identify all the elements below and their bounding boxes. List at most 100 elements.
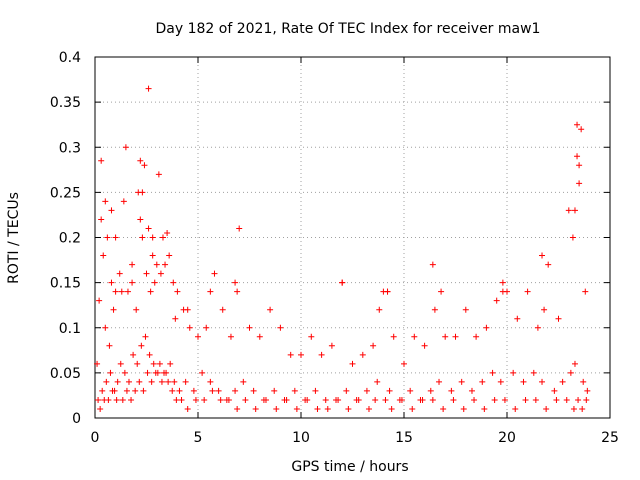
y-tick-label: 0.4 — [59, 50, 81, 66]
data-point — [530, 369, 537, 376]
data-point — [169, 387, 176, 394]
data-point — [108, 207, 115, 214]
data-point — [304, 396, 311, 403]
data-point — [158, 378, 165, 385]
data-point — [125, 378, 132, 385]
data-point — [370, 342, 377, 349]
data-point — [99, 387, 106, 394]
data-point — [98, 157, 105, 164]
data-point — [407, 387, 414, 394]
x-tick-label: 5 — [194, 430, 203, 446]
data-point — [436, 378, 443, 385]
data-point — [512, 405, 519, 412]
data-point — [132, 387, 139, 394]
data-point — [195, 333, 201, 340]
data-point — [121, 369, 128, 376]
axis-ticks — [94, 56, 611, 419]
chart-title: Day 182 of 2021, Rate Of TEC Index for r… — [156, 21, 541, 37]
data-point — [123, 387, 130, 394]
data-point — [145, 225, 152, 232]
x-tick-label: 0 — [91, 430, 100, 446]
data-point — [192, 396, 199, 403]
data-point — [133, 306, 140, 313]
data-point — [452, 333, 459, 340]
data-point — [108, 279, 115, 286]
data-point — [431, 306, 438, 313]
data-point — [102, 198, 109, 205]
data-point — [104, 234, 111, 241]
data-point — [539, 378, 546, 385]
data-point — [153, 261, 160, 268]
data-point — [499, 279, 506, 286]
data-point — [481, 405, 488, 412]
data-point — [574, 121, 581, 128]
data-point — [291, 387, 298, 394]
data-point — [473, 333, 480, 340]
x-tick-labels: 0 5 10 15 20 25 — [91, 430, 619, 446]
data-point — [148, 378, 155, 385]
data-point — [458, 378, 465, 385]
data-point — [146, 351, 153, 358]
data-point — [106, 342, 113, 349]
data-point — [576, 180, 583, 187]
y-tick-label: 0 — [72, 411, 81, 427]
data-point — [94, 360, 101, 367]
data-point — [571, 360, 578, 367]
y-tick-labels: 0 0.05 0.1 0.15 0.2 0.25 0.3 0.35 0.4 — [50, 50, 81, 427]
data-point — [143, 270, 150, 277]
data-point — [116, 270, 123, 277]
data-point — [468, 387, 475, 394]
data-point — [203, 324, 210, 331]
data-point — [541, 306, 548, 313]
data-point — [96, 297, 103, 304]
data-point — [256, 333, 263, 340]
data-point — [382, 396, 389, 403]
data-point — [565, 207, 572, 214]
data-point — [137, 216, 144, 223]
data-point — [570, 405, 577, 412]
data-point — [388, 405, 395, 412]
y-tick-label: 0.05 — [50, 366, 81, 382]
x-tick-label: 25 — [601, 430, 619, 446]
data-point — [365, 405, 372, 412]
data-point — [398, 396, 405, 403]
data-point — [293, 405, 300, 412]
data-point — [384, 288, 391, 295]
data-point — [283, 396, 290, 403]
data-point — [112, 288, 119, 295]
data-point — [120, 198, 127, 205]
data-point — [162, 261, 169, 268]
data-point — [124, 288, 131, 295]
data-point — [199, 369, 206, 376]
data-point — [172, 315, 179, 322]
data-point — [234, 288, 241, 295]
data-point — [240, 378, 247, 385]
data-point — [139, 189, 146, 196]
data-point — [298, 351, 304, 358]
data-point — [170, 279, 177, 286]
data-point — [184, 306, 191, 313]
data-point — [328, 342, 335, 349]
data-point — [324, 405, 331, 412]
data-point — [142, 333, 149, 340]
data-point — [312, 387, 319, 394]
data-point — [130, 351, 137, 358]
data-point — [448, 387, 455, 394]
data-point — [119, 396, 126, 403]
data-point — [149, 234, 156, 241]
data-point — [103, 378, 110, 385]
y-axis-label: ROTI / TECUs — [6, 192, 22, 284]
y-tick-label: 0.1 — [59, 321, 81, 337]
data-point — [139, 234, 146, 241]
data-point — [460, 405, 467, 412]
data-point — [114, 378, 121, 385]
data-point — [113, 396, 120, 403]
data-point — [522, 396, 529, 403]
data-point — [234, 405, 241, 412]
data-point — [176, 387, 183, 394]
y-tick-label: 0.2 — [59, 231, 81, 247]
data-point — [273, 405, 280, 412]
data-point — [190, 387, 197, 394]
data-point — [141, 162, 148, 169]
